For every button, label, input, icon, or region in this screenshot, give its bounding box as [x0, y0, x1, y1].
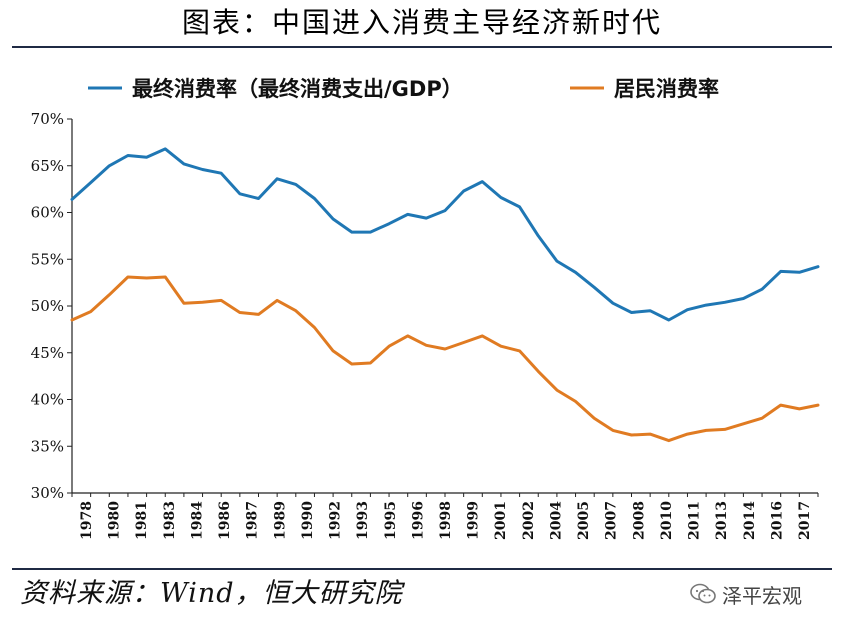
y-tick-label: 70%	[31, 110, 64, 128]
x-tick-label: 1983	[162, 501, 178, 540]
x-tick-label: 1996	[410, 501, 426, 540]
x-tick-label: 2011	[687, 501, 703, 540]
brand-watermark: 泽平宏观	[690, 572, 802, 616]
x-tick-label: 2005	[576, 501, 592, 540]
page-title: 图表：中国进入消费主导经济新时代	[181, 6, 662, 39]
x-tick-label: 2008	[631, 501, 647, 540]
wechat-icon	[690, 583, 716, 604]
x-tick-label: 1990	[300, 501, 316, 540]
x-tick-label: 1981	[134, 501, 150, 540]
line-chart: 30% 35% 40% 45% 50% 55% 60% 65% 70% 1978 1980 1981 1…	[31, 77, 820, 540]
series-line-1	[70, 147, 820, 322]
x-tick-label: 2013	[714, 501, 730, 540]
x-tick-label: 1989	[272, 501, 288, 540]
y-tick-label: 40%	[31, 391, 64, 409]
x-tick-label: 1984	[189, 501, 205, 540]
series-line-2	[70, 275, 820, 443]
y-tick-label: 55%	[31, 250, 64, 268]
y-tick-label: 35%	[31, 437, 64, 455]
x-tick-label: 2014	[742, 501, 758, 540]
x-tick-label: 1992	[328, 501, 344, 540]
x-tick-label: 2001	[493, 501, 509, 540]
x-tick-label: 2017	[797, 501, 813, 540]
y-tick-label: 65%	[31, 157, 64, 175]
x-tick-label: 2002	[521, 501, 537, 540]
x-tick-label: 1998	[438, 501, 454, 540]
y-tick-label: 50%	[31, 297, 64, 315]
x-tick-label: 2010	[659, 501, 675, 540]
x-tick-label: 1995	[383, 501, 399, 540]
source-note: 资料来源：Wind，恒大研究院	[20, 578, 403, 609]
y-tick-label: 60%	[31, 204, 64, 222]
x-tick-label: 2016	[769, 501, 785, 540]
x-tick-label: 1986	[217, 501, 233, 540]
x-tick-label: 1999	[466, 501, 482, 540]
x-tick-label: 1993	[355, 501, 371, 540]
brand-name: 泽平宏观	[722, 583, 802, 608]
x-tick-label: 1987	[245, 501, 261, 540]
legend-label-1: 最终消费率（最终消费支出/GDP）	[132, 77, 463, 101]
y-tick-label: 45%	[31, 344, 64, 362]
legend-label-2: 居民消费率	[614, 77, 719, 101]
footer-divider	[12, 568, 832, 570]
title-divider	[12, 46, 832, 48]
x-tick-label: 1978	[79, 501, 95, 540]
x-tick-label: 2004	[548, 501, 564, 540]
x-tick-label: 1980	[107, 501, 123, 540]
y-tick-label: 30%	[31, 484, 64, 502]
x-tick-label: 2007	[604, 501, 620, 540]
